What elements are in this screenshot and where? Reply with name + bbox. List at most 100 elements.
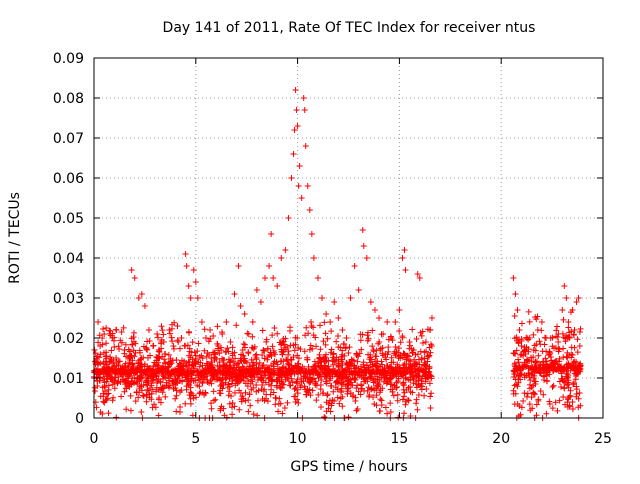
data-point	[335, 344, 342, 351]
data-point	[263, 338, 270, 345]
data-point	[370, 346, 377, 353]
data-point	[574, 371, 581, 378]
data-point	[219, 367, 226, 374]
data-point	[249, 368, 256, 375]
data-point	[400, 380, 407, 387]
data-point	[202, 365, 209, 372]
data-point	[570, 379, 577, 386]
data-point	[167, 330, 174, 337]
data-point	[343, 335, 350, 341]
data-point	[241, 358, 248, 365]
data-point	[103, 325, 110, 331]
data-point	[524, 390, 531, 397]
data-point	[426, 380, 433, 387]
data-point	[400, 362, 407, 369]
data-point	[138, 374, 145, 381]
data-point	[520, 397, 527, 404]
data-point	[172, 395, 179, 402]
data-point	[155, 412, 162, 419]
data-point	[229, 411, 236, 418]
data-point	[420, 368, 427, 375]
data-point	[186, 352, 193, 359]
data-point	[266, 351, 273, 358]
data-point	[414, 406, 421, 413]
data-point	[257, 299, 264, 305]
data-point	[253, 287, 260, 293]
data-point	[359, 331, 366, 338]
data-point	[565, 361, 572, 368]
data-point	[346, 361, 353, 368]
data-point	[292, 334, 299, 341]
data-point	[118, 393, 125, 400]
data-point	[374, 373, 381, 380]
data-point	[231, 403, 238, 410]
data-point	[518, 404, 525, 411]
data-point	[294, 396, 301, 403]
data-point	[253, 356, 260, 363]
data-point	[564, 354, 571, 361]
data-point	[414, 351, 421, 358]
data-point	[419, 328, 426, 335]
data-point	[144, 338, 151, 345]
data-point	[327, 319, 334, 325]
data-point	[182, 251, 189, 257]
data-point	[522, 351, 529, 357]
data-point	[414, 360, 421, 367]
data-point	[281, 404, 288, 411]
data-point	[392, 343, 399, 350]
data-point	[270, 347, 277, 354]
data-point	[421, 349, 428, 356]
data-point	[212, 354, 219, 361]
y-tick-label: 0.04	[53, 251, 84, 267]
data-point	[330, 350, 337, 357]
data-point	[532, 314, 539, 321]
data-point	[237, 303, 244, 309]
data-point	[147, 352, 154, 359]
data-point	[208, 355, 215, 362]
data-point	[526, 318, 533, 325]
data-point	[511, 313, 518, 320]
data-point	[259, 382, 266, 389]
data-point	[274, 330, 281, 337]
data-point	[123, 379, 130, 386]
data-point	[210, 388, 217, 395]
data-point	[426, 365, 433, 372]
data-point	[271, 358, 278, 365]
data-point	[116, 358, 123, 365]
data-point	[426, 344, 433, 351]
data-point	[349, 357, 356, 364]
data-point	[376, 370, 383, 377]
data-point	[421, 362, 428, 369]
data-point	[318, 358, 325, 365]
data-point	[126, 355, 133, 362]
data-point	[367, 351, 374, 358]
data-point	[549, 383, 556, 390]
data-point	[244, 330, 251, 337]
data-point	[253, 364, 260, 371]
data-point	[328, 402, 335, 409]
data-point	[245, 331, 252, 337]
data-point	[532, 358, 539, 365]
data-point	[261, 367, 268, 374]
data-point	[199, 362, 206, 369]
data-point	[382, 404, 389, 411]
data-point	[378, 358, 385, 365]
data-point	[345, 414, 352, 421]
data-point	[540, 367, 547, 374]
data-point	[314, 372, 321, 379]
data-point	[394, 361, 401, 368]
data-point	[194, 382, 201, 389]
data-point	[119, 363, 126, 370]
data-point	[344, 388, 351, 395]
data-point	[218, 347, 225, 354]
data-point	[514, 307, 521, 313]
data-point	[339, 393, 346, 400]
data-point	[298, 195, 305, 201]
data-point	[291, 393, 298, 400]
data-point	[388, 354, 395, 361]
data-point	[267, 371, 274, 378]
data-point	[422, 339, 429, 345]
data-point	[301, 107, 308, 113]
data-point	[105, 410, 112, 417]
data-point	[320, 389, 327, 396]
